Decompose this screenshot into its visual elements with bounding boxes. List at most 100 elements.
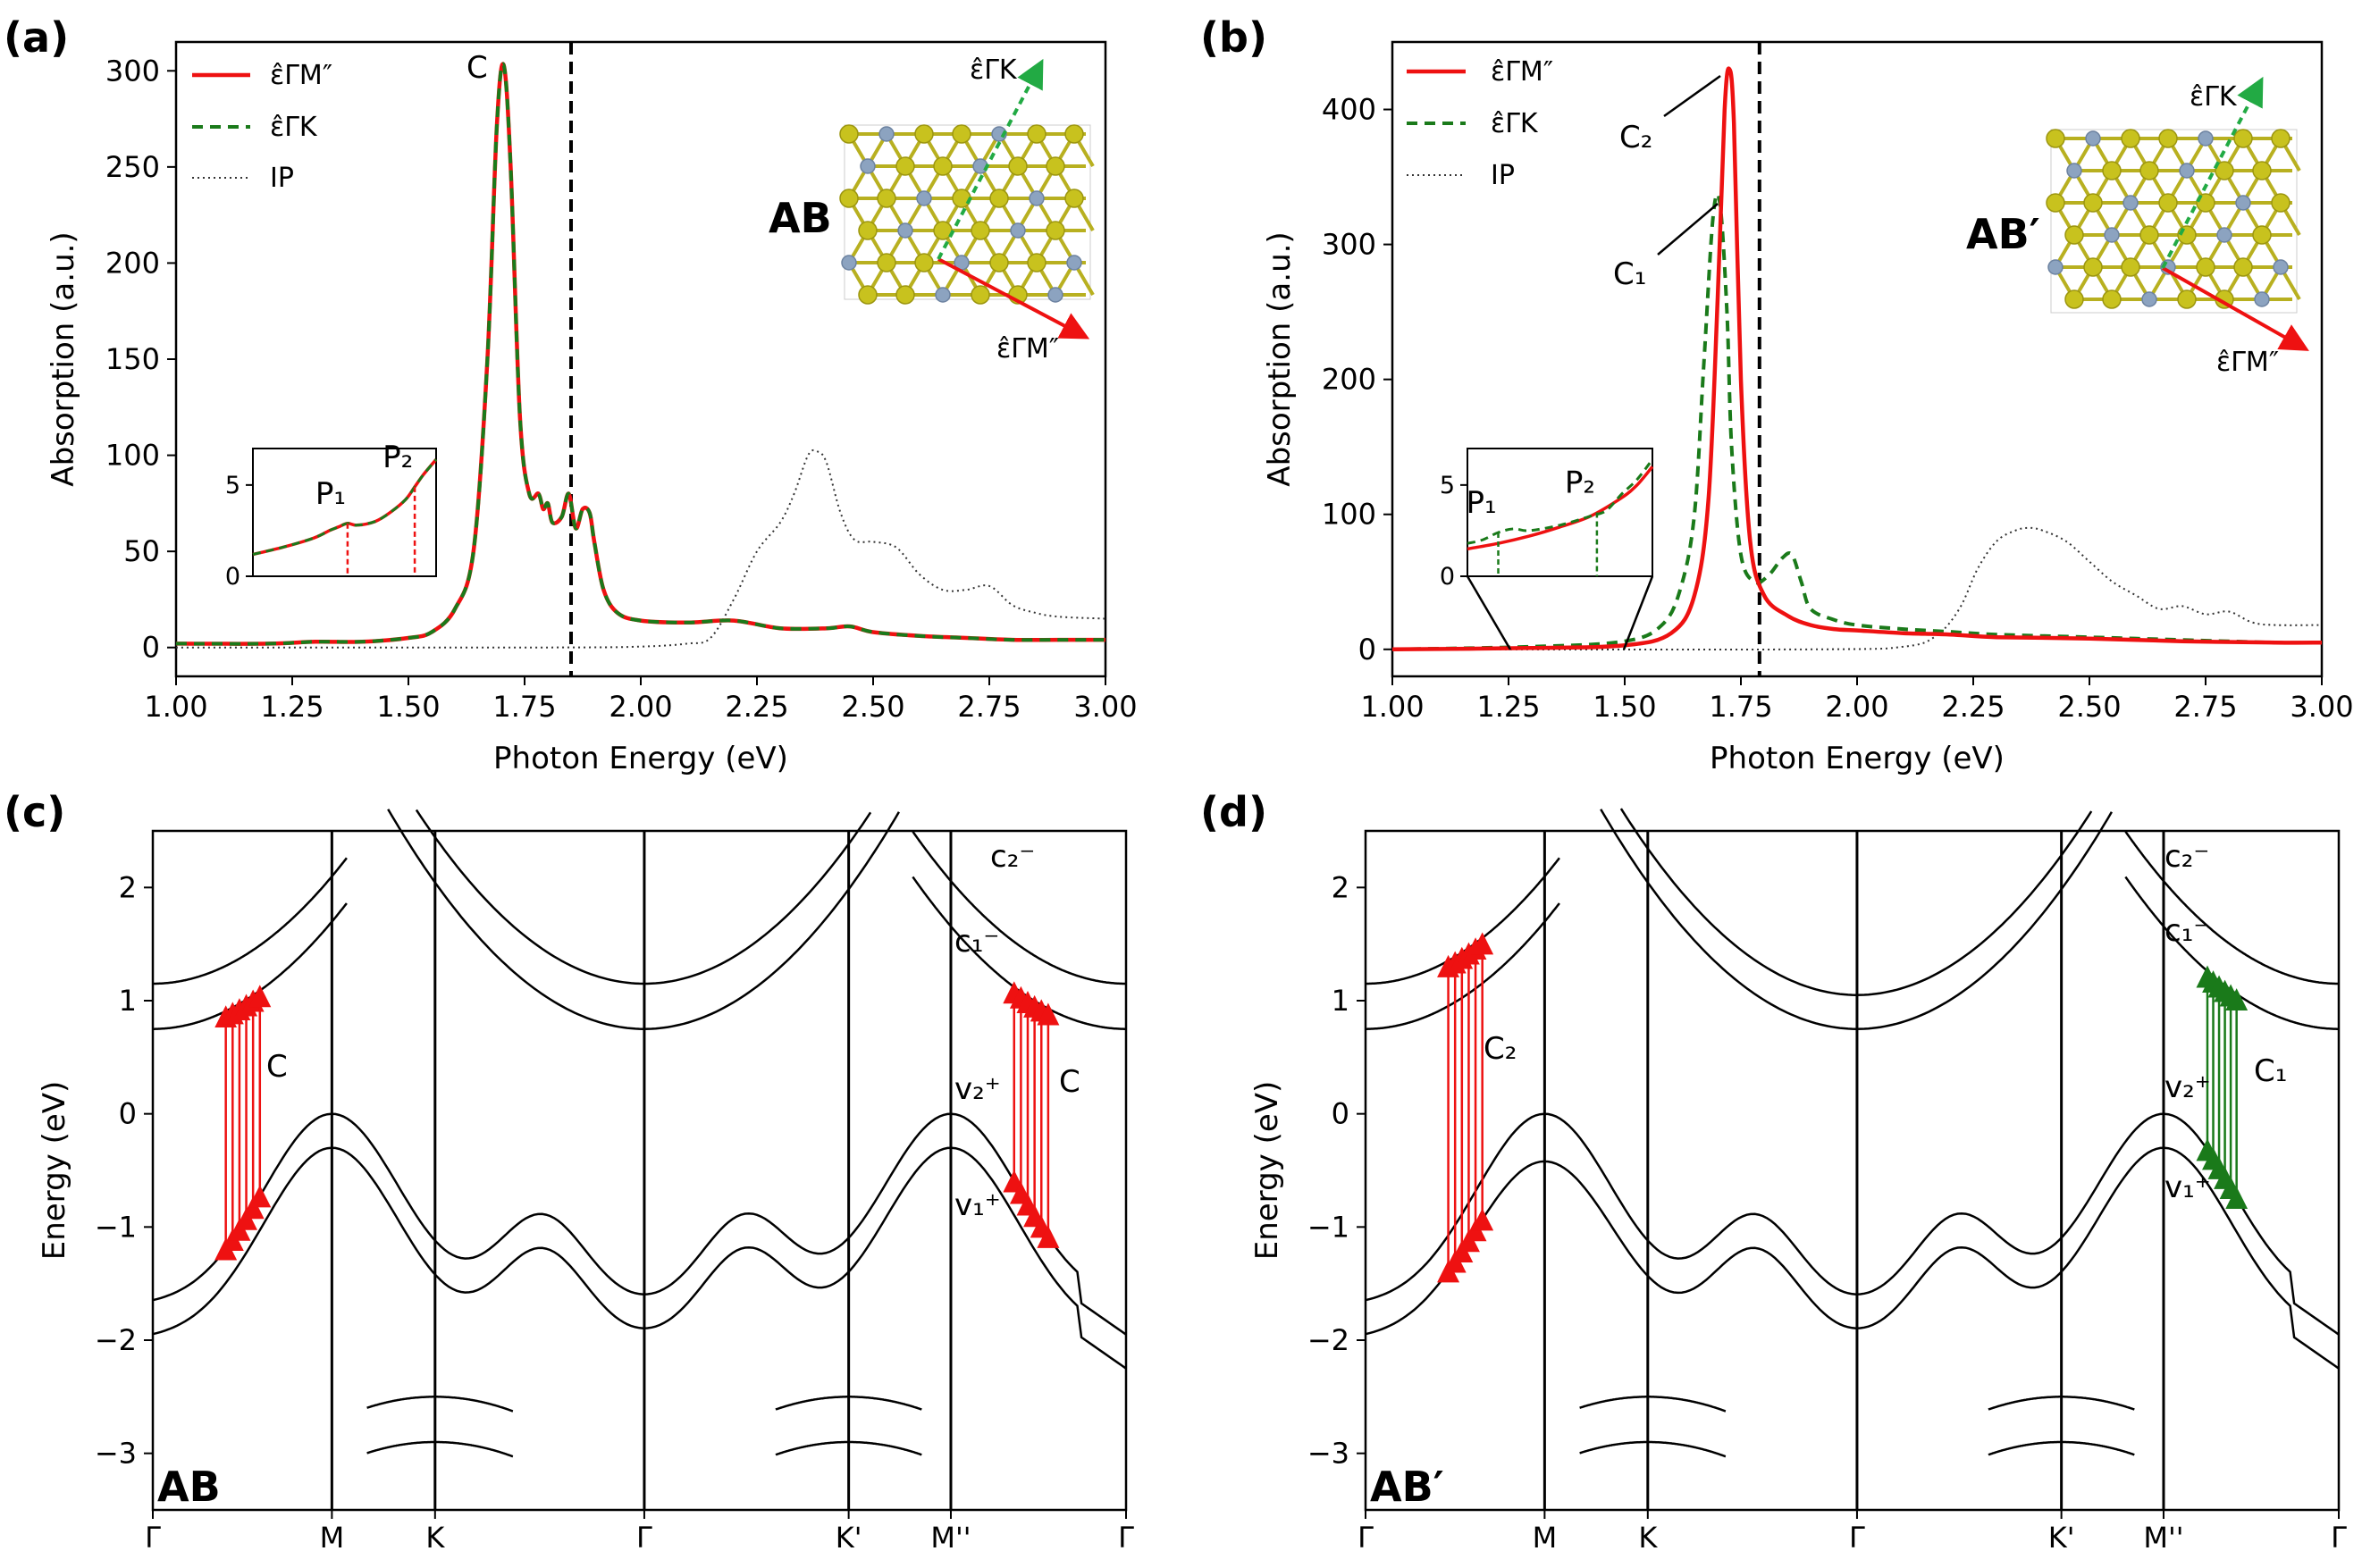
- x-tick-label: 1.75: [1709, 690, 1772, 724]
- structure-abprime-frame: [2050, 129, 2298, 314]
- sulfur-atom: [933, 156, 953, 176]
- band-chart-c: −3 −2 −1 0 1 2 Γ M K Γ K' M'' Γ Energy (eV) AB c₂⁻ c…: [37, 809, 1134, 1555]
- lattice-abprime: [2046, 129, 2301, 309]
- y-tick-label: 0: [142, 631, 160, 665]
- arrow-gk: [937, 58, 1044, 260]
- band-c-ylabel: Energy (eV): [37, 1081, 72, 1261]
- band-c-label-v2: v₂⁺: [954, 1071, 1001, 1107]
- chart-b: 1.00 1.25 1.50 1.75 2.00 2.25 2.50 2.75 3.00 0 10…: [1262, 40, 2354, 776]
- y-tick-label: 200: [1322, 363, 1376, 397]
- panel-label-a: (a): [4, 13, 69, 62]
- sulfur-atom: [2046, 193, 2065, 213]
- deep-band-2-k: [366, 1440, 514, 1458]
- sulfur-atom: [877, 253, 896, 273]
- y-tick-label: 0: [1332, 1097, 1349, 1131]
- sulfur-atom: [933, 221, 953, 240]
- band-c-transition-right: C: [1059, 1064, 1080, 1100]
- kpoint-label: K: [1638, 1521, 1658, 1555]
- band-d-label-v2: v₂⁺: [2164, 1069, 2211, 1105]
- sulfur-atom: [2158, 193, 2178, 213]
- y-tick-label: −3: [1307, 1437, 1349, 1471]
- structure-label-ab: AB: [769, 194, 832, 242]
- inset-b-zoom-left: [1466, 575, 1512, 650]
- x-tick-label: 2.25: [725, 690, 788, 724]
- x-tick-label: 1.50: [1593, 690, 1656, 724]
- band-d-frame: [1364, 829, 2341, 1512]
- band-d-transition-c1: C₁: [2254, 1053, 2287, 1089]
- x-tick-label: 1.25: [1476, 690, 1540, 724]
- metal-atom: [2047, 259, 2064, 275]
- x-tick-label: 3.00: [2290, 690, 2353, 724]
- chart-a-inset-frame: [252, 448, 437, 577]
- y-tick-label: 1: [119, 984, 137, 1018]
- metal-atom: [2216, 227, 2232, 243]
- legend-b-label-ip: IP: [1491, 160, 1515, 191]
- sulfur-atom: [2083, 193, 2103, 213]
- metal-atom: [1047, 287, 1063, 303]
- metal-atom: [991, 126, 1007, 142]
- sulfur-atom: [2064, 225, 2084, 245]
- chart-a-inset: P₁ P₂ 0 5: [225, 440, 438, 591]
- structure-ab: AB ε̂ΓK ε̂ΓM″: [769, 55, 1095, 365]
- metal-atom: [2273, 259, 2289, 275]
- inset-marker-label: P₁: [1467, 485, 1497, 521]
- arrow-b-gm: [2162, 266, 2309, 351]
- kpoint-label: Γ: [1118, 1521, 1134, 1555]
- sulfur-atom: [2064, 289, 2084, 309]
- sulfur-atom: [989, 253, 1009, 273]
- chart-b-series-gk: [1391, 192, 2323, 651]
- deep-band-1-k: [1579, 1396, 1727, 1413]
- sulfur-atom: [839, 189, 859, 208]
- sulfur-atom: [895, 285, 915, 305]
- inset-marker-label: P₁: [315, 476, 346, 512]
- valence-band-v2: [152, 1112, 1127, 1336]
- kpoint-label: M'': [930, 1521, 971, 1555]
- metal-atom: [2254, 291, 2270, 307]
- structure-abprime: AB′ ε̂ΓK ε̂ΓM″: [1966, 76, 2309, 378]
- sulfur-atom: [2102, 161, 2122, 180]
- x-tick-label: 3.00: [1073, 690, 1137, 724]
- arrow-gm: [937, 257, 1090, 340]
- sulfur-atom: [2271, 193, 2291, 213]
- inset-y-tick-label: 0: [1440, 563, 1455, 591]
- arrow-label-gk: ε̂ΓK: [970, 55, 1018, 86]
- y-tick-label: 100: [105, 439, 160, 473]
- band-c-label-c2: c₂⁻: [990, 839, 1035, 875]
- inset-y-tick-label: 5: [1440, 472, 1455, 499]
- sulfur-atom: [1046, 156, 1065, 176]
- conduction-band-c2-gamma: [153, 857, 348, 985]
- conduction-band-c2-gamma-end: [2124, 831, 2339, 985]
- inset-marker-label: P₂: [382, 440, 413, 475]
- chart-b-inset: P₁ P₂ 0 5: [1440, 448, 1654, 650]
- chart-a-ylabel: Absorption (a.u.): [46, 231, 81, 486]
- valence-band-v1: [152, 1146, 1127, 1370]
- y-tick-label: 200: [105, 246, 160, 280]
- x-tick-label: 2.50: [2057, 690, 2121, 724]
- band-c-transition-left: C: [266, 1049, 288, 1085]
- peak-label-c1: C₁: [1613, 256, 1646, 292]
- metal-atom: [2104, 227, 2120, 243]
- y-tick-label: −1: [95, 1210, 137, 1244]
- sulfur-atom: [2121, 129, 2140, 148]
- sulfur-atom: [2177, 289, 2197, 309]
- band-d-structure-label: AB′: [1370, 1463, 1444, 1511]
- sulfur-atom: [2121, 257, 2140, 277]
- x-tick-label: 1.00: [1360, 690, 1424, 724]
- metal-atom: [916, 190, 932, 206]
- peak-label-c: C: [467, 50, 488, 86]
- valence-band-v1: [1365, 1146, 2340, 1370]
- inset-b-zoom-right: [1622, 575, 1654, 650]
- legend-label-ip: IP: [270, 163, 294, 194]
- chart-a-legend: ε̂ΓM″ ε̂ΓK IP: [192, 60, 332, 194]
- y-tick-label: 300: [1322, 228, 1376, 262]
- peak-c1-leader: [1657, 203, 1719, 256]
- deep-band-2-k: [1579, 1440, 1727, 1458]
- chart-b-series-gm: [1391, 66, 2323, 652]
- conduction-band-c2-gamma-end: [912, 831, 1126, 985]
- metal-atom: [2066, 163, 2082, 179]
- arrow-b-label-gk: ε̂ΓK: [2190, 81, 2238, 113]
- metal-atom: [2235, 195, 2251, 211]
- x-tick-label: 2.50: [841, 690, 904, 724]
- sulfur-atom: [2252, 161, 2272, 180]
